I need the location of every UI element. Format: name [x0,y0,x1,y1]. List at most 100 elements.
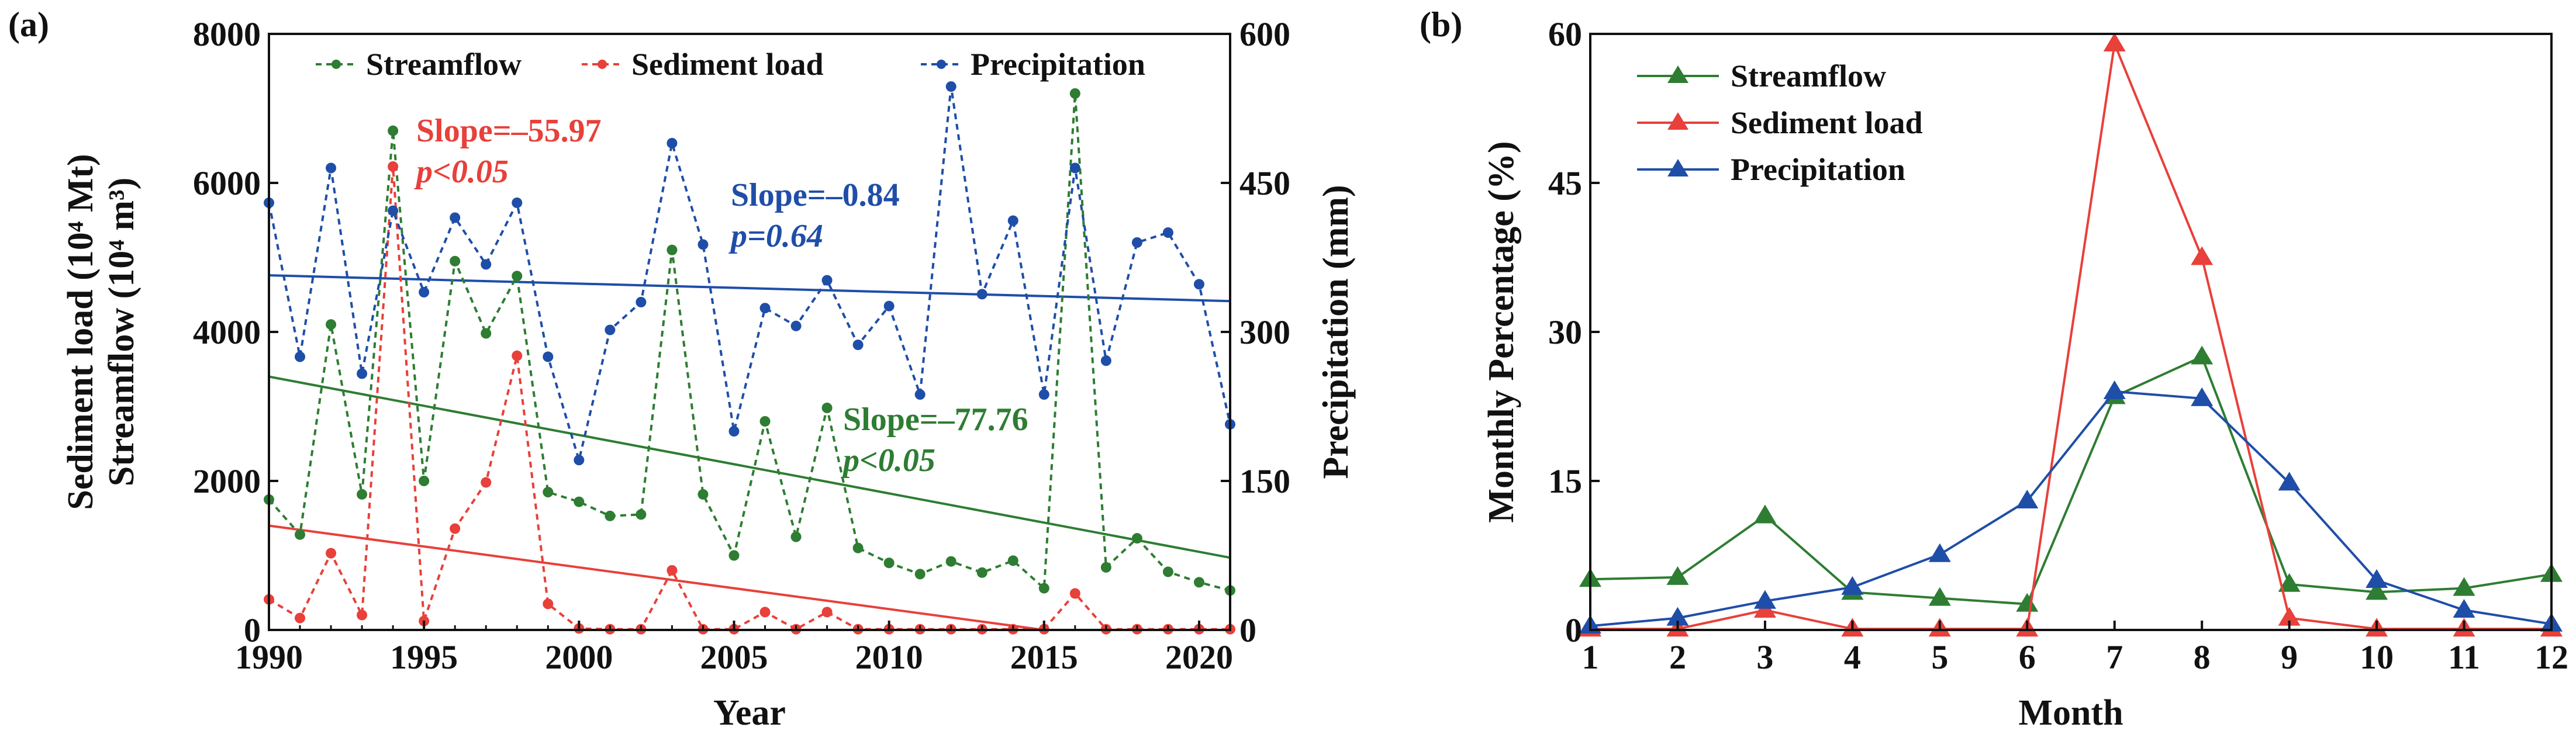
point-streamflow-1998 [512,271,523,282]
b-point-precipitation-6 [2016,490,2039,508]
point-sediment-load-1996 [450,523,461,534]
point-streamflow-2006 [759,416,771,427]
b-x-tick-label-2: 2 [1669,638,1686,676]
panel-a-frame [268,33,1231,631]
point-precipitation-1993 [357,368,368,379]
point-precipitation-2003 [667,138,678,148]
legend-a-streamflow-label: Streamflow [366,47,522,82]
panel-a-y-right-ticks: 0 150 300 450 600 [1221,15,1290,649]
panel-a-y-label-top: Sediment load (10⁴ Mt) [61,154,101,510]
a-x-tick-label-2020: 2020 [1165,638,1233,676]
point-precipitation-2000 [574,455,585,466]
b-point-precipitation-5 [1928,543,1951,562]
b-x-tick-label-4: 4 [1844,638,1861,676]
b-x-tick-label-8: 8 [2194,638,2211,676]
a-yr-tick-label-0: 0 [1239,611,1256,649]
a-yr-tick-label-450: 450 [1239,164,1290,202]
legend-a-sediment-label: Sediment load [631,47,824,82]
b-y-tick-label-30: 30 [1548,313,1582,351]
point-streamflow-2018 [1131,533,1142,544]
a-yl-tick-label-4000: 4000 [193,313,261,351]
point-precipitation-1995 [419,287,430,297]
trendline-sediment-load [268,524,1045,631]
point-sediment-load-1991 [295,612,306,624]
point-streamflow-2010 [883,557,895,569]
panel-a-y-label-right: Precipitation (mm) [1316,185,1356,479]
series-line-precipitation [268,86,1231,465]
b-x-tick-label-9: 9 [2281,638,2298,676]
point-precipitation-2010 [883,300,895,311]
panel-a-x-label: Year [713,693,786,733]
b-point-precipitation-8 [2191,387,2214,406]
point-streamflow-2014 [1007,555,1018,566]
b-point-precipitation-2 [1666,607,1689,626]
b-y-tick-label-60: 60 [1548,15,1582,53]
b-x-tick-label-1: 1 [1582,638,1599,676]
series-line-sediment-load [268,166,1230,631]
point-sediment-load-2008 [821,607,833,618]
point-precipitation-1996 [450,212,461,223]
a-yl-tick-label-0: 0 [244,611,261,649]
point-streamflow-2013 [976,567,987,578]
point-streamflow-2008 [821,403,833,414]
b-point-precipitation-7 [2103,380,2126,399]
series-line-streamflow [268,93,1231,592]
b-point-precipitation-4 [1841,576,1864,595]
b-y-tick-label-0: 0 [1565,611,1582,649]
point-precipitation-1998 [512,198,523,208]
panel-a-legend-sediment: Sediment load [582,47,824,82]
trendline-precipitation [268,274,1231,303]
point-streamflow-1997 [481,328,492,339]
panel-b-plot-area [1579,33,2563,637]
panel-a-y-label-bottom: Streamflow (10⁴ m³) [102,178,141,486]
panel-b-x-ticks: 1 2 3 4 5 6 7 8 9 10 11 12 [1582,621,2568,676]
a-yl-tick-label-6000: 6000 [193,164,261,202]
point-sediment-load-1999 [543,598,554,610]
point-precipitation-1994 [388,205,399,216]
point-precipitation-2014 [1007,215,1018,226]
panel-b-label: (b) [1420,5,1462,44]
b-x-tick-label-7: 7 [2106,638,2123,676]
point-precipitation-2009 [852,340,864,351]
point-streamflow-2012 [945,556,956,567]
panel-a-legend-precipitation: Precipitation [921,47,1145,82]
point-precipitation-2004 [697,239,709,250]
trendline-streamflow [268,375,1231,559]
point-streamflow-2020 [1193,577,1204,588]
panel-a-legend-streamflow: Streamflow [316,47,522,82]
panel-a-label: (a) [8,5,49,44]
annotation-sediment-slope: Slope=–55.97 [416,113,602,149]
point-streamflow-1996 [450,255,461,266]
b-point-sediment-load-8 [2191,246,2214,265]
b-point-sediment-load-9 [2278,607,2301,626]
point-precipitation-2011 [914,389,926,400]
point-sediment-load-1992 [326,548,337,559]
panel-a-plot-area [264,81,1235,635]
b-point-sediment-load-7 [2103,33,2126,51]
b-point-precipitation-11 [2453,599,2475,618]
point-precipitation-2007 [790,320,802,331]
point-streamflow-2019 [1162,566,1173,577]
panel-a-x-ticks: 1990 1995 2000 2005 2010 2015 2020 [235,621,1233,676]
point-streamflow-2001 [605,510,616,521]
point-streamflow-2007 [790,531,802,542]
point-streamflow-1992 [326,319,337,330]
point-sediment-load-1997 [481,477,492,488]
b-point-streamflow-9 [2278,573,2301,592]
point-sediment-load-2003 [667,565,678,576]
annotation-sediment-p: p<0.05 [414,154,509,190]
b-y-tick-label-15: 15 [1548,462,1582,500]
point-precipitation-2019 [1162,227,1173,238]
point-streamflow-2016 [1069,88,1080,99]
point-streamflow-1995 [419,476,430,486]
point-streamflow-1991 [295,529,306,540]
b-point-streamflow-8 [2191,345,2214,365]
point-precipitation-2002 [636,297,647,307]
b-x-tick-label-6: 6 [2019,638,2036,676]
point-streamflow-1994 [388,125,399,136]
a-x-tick-label-2015: 2015 [1010,638,1078,676]
point-precipitation-2020 [1193,279,1204,290]
panel-a-y-left-ticks: 0 2000 4000 6000 8000 [193,15,278,649]
point-streamflow-2017 [1100,562,1111,573]
